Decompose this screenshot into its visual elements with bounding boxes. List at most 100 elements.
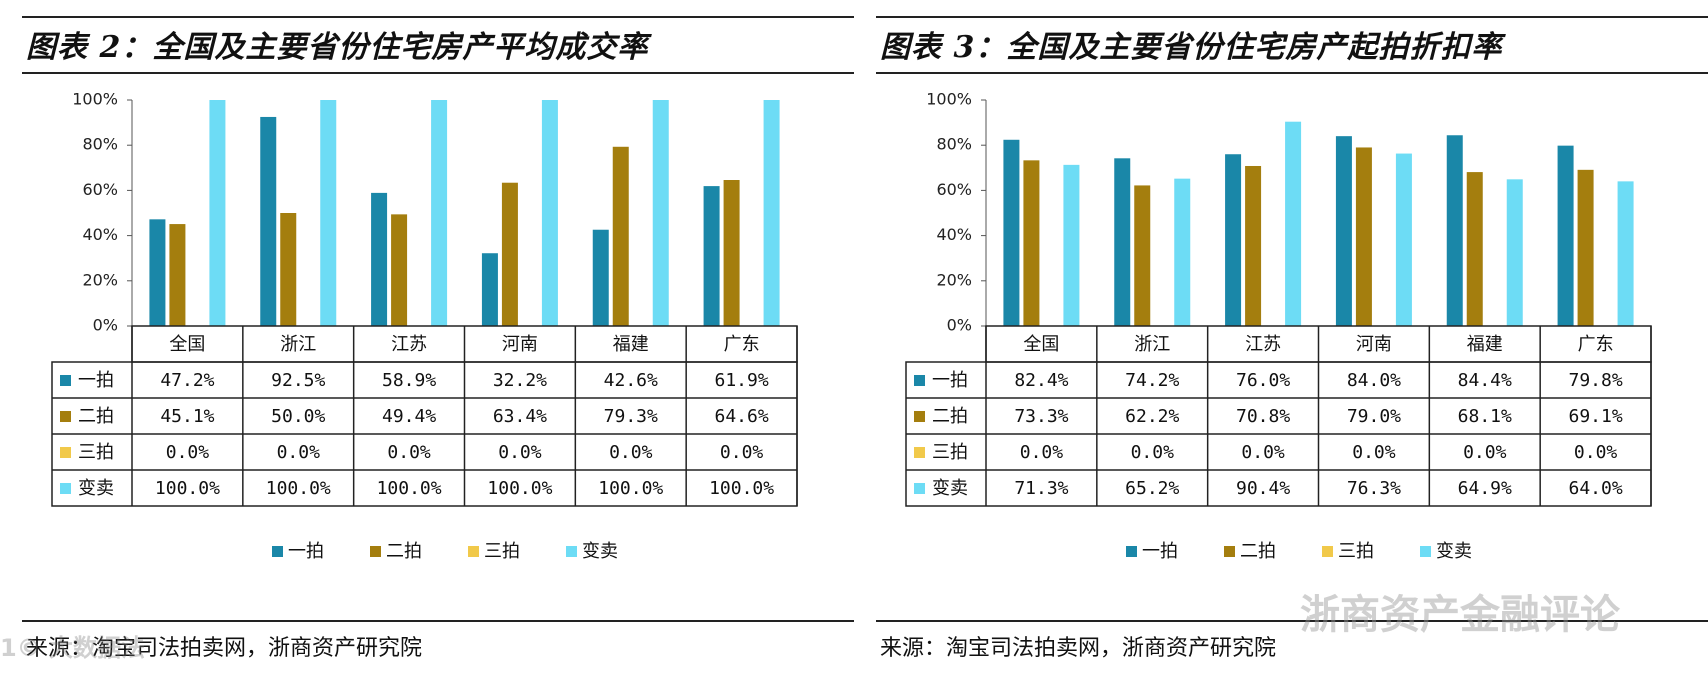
table-row-label: 一拍 — [78, 370, 114, 391]
table-cell-value: 100.0% — [155, 478, 220, 499]
bar — [169, 224, 186, 326]
table-cell-value: 90.4% — [1236, 478, 1290, 499]
bar — [1245, 165, 1262, 326]
bar — [703, 186, 720, 326]
table-cell-value: 45.1% — [160, 406, 214, 427]
table-cell-value: 0.0% — [387, 442, 431, 463]
watermark-right: 浙商资产金融评论 — [1300, 592, 1620, 638]
table-row-label: 二拍 — [78, 406, 114, 427]
category-label: 江苏 — [1245, 334, 1281, 355]
legend-swatch — [1322, 546, 1333, 557]
table-row-label: 二拍 — [932, 406, 968, 427]
category-label: 江苏 — [391, 334, 427, 355]
category-label: 广东 — [724, 334, 760, 355]
chart-panel-right: 图表 3：全国及主要省份住宅房产起拍折扣率 100% 80% 60% 40% 20% 0%… — [876, 0, 1708, 674]
bar — [1285, 121, 1302, 326]
category-label: 福建 — [613, 334, 649, 355]
legend-label: 变卖 — [582, 541, 618, 562]
table-cell-value: 76.0% — [1236, 370, 1290, 391]
bar — [763, 100, 780, 326]
y-tick-label: 0% — [93, 316, 118, 335]
bar — [1617, 181, 1634, 326]
table-cell-value: 42.6% — [604, 370, 658, 391]
table-row-label: 变卖 — [932, 478, 968, 499]
watermark-left: 1© 大数据法 — [0, 634, 146, 662]
bar — [431, 100, 448, 326]
bar — [1577, 169, 1594, 326]
table-cell-value: 100.0% — [598, 478, 663, 499]
table-cell-value: 64.6% — [714, 406, 768, 427]
source-note: 来源：淘宝司法拍卖网，浙商资产研究院 — [26, 636, 423, 661]
bar — [1335, 136, 1352, 326]
table-legend-swatch — [914, 483, 925, 494]
table-legend-swatch — [60, 483, 71, 494]
category-label: 浙江 — [280, 334, 316, 355]
legend-swatch — [1224, 546, 1235, 557]
legend-swatch — [272, 546, 283, 557]
table-cell-value: 84.4% — [1458, 370, 1512, 391]
y-tick-label: 60% — [82, 180, 118, 199]
category-label: 河南 — [502, 334, 538, 355]
table-cell-value: 70.8% — [1236, 406, 1290, 427]
table-cell-value: 92.5% — [271, 370, 325, 391]
top-rule — [876, 16, 1708, 18]
category-label: 河南 — [1356, 334, 1392, 355]
legend-swatch — [370, 546, 381, 557]
table-row-label: 变卖 — [78, 478, 114, 499]
bar — [501, 182, 518, 326]
table-cell-value: 0.0% — [1463, 442, 1507, 463]
legend-swatch — [566, 546, 577, 557]
category-label: 全国 — [1023, 334, 1059, 355]
y-tick-label: 100% — [72, 90, 118, 109]
bar — [209, 100, 226, 326]
table-cell-value: 74.2% — [1125, 370, 1179, 391]
bar — [1466, 172, 1483, 326]
y-tick-label: 80% — [936, 135, 972, 154]
table-row-label: 三拍 — [78, 442, 114, 463]
table-cell-value: 73.3% — [1014, 406, 1068, 427]
title-rule — [22, 72, 854, 74]
bar — [612, 146, 629, 326]
table-cell-value: 71.3% — [1014, 478, 1068, 499]
table-cell-value: 79.3% — [604, 406, 658, 427]
table-cell-value: 76.3% — [1347, 478, 1401, 499]
table-cell-value: 0.0% — [277, 442, 321, 463]
bar — [1446, 135, 1463, 326]
table-cell-value: 64.0% — [1568, 478, 1622, 499]
table-cell-value: 0.0% — [1241, 442, 1285, 463]
bar — [1557, 145, 1574, 326]
legend-label: 二拍 — [1240, 541, 1276, 562]
table-cell-value: 100.0% — [377, 478, 442, 499]
table-cell-value: 63.4% — [493, 406, 547, 427]
bar — [1114, 158, 1131, 326]
category-label: 浙江 — [1134, 334, 1170, 355]
table-cell-value: 100.0% — [709, 478, 774, 499]
bar — [391, 214, 408, 326]
table-row-label: 三拍 — [932, 442, 968, 463]
table-cell-value: 61.9% — [714, 370, 768, 391]
bottom-rule — [876, 620, 1708, 622]
bar — [481, 253, 498, 326]
top-rule — [22, 16, 854, 18]
y-tick-label: 0% — [947, 316, 972, 335]
table-cell-value: 84.0% — [1347, 370, 1401, 391]
chart-title: 图表 2：全国及主要省份住宅房产平均成交率 — [26, 30, 649, 65]
table-row-label: 一拍 — [932, 370, 968, 391]
bar — [1003, 139, 1020, 326]
y-tick-label: 80% — [82, 135, 118, 154]
bar — [1395, 153, 1412, 326]
bar — [1506, 179, 1523, 326]
table-legend-swatch — [60, 411, 71, 422]
table-cell-value: 82.4% — [1014, 370, 1068, 391]
y-tick-label: 40% — [82, 225, 118, 244]
table-cell-value: 0.0% — [1131, 442, 1175, 463]
source-note: 来源：淘宝司法拍卖网，浙商资产研究院 — [880, 636, 1277, 661]
legend-label: 二拍 — [386, 541, 422, 562]
bar — [541, 100, 558, 326]
legend-swatch — [1126, 546, 1137, 557]
table-cell-value: 0.0% — [498, 442, 542, 463]
bar — [1225, 154, 1242, 326]
table-cell-value: 0.0% — [1574, 442, 1618, 463]
